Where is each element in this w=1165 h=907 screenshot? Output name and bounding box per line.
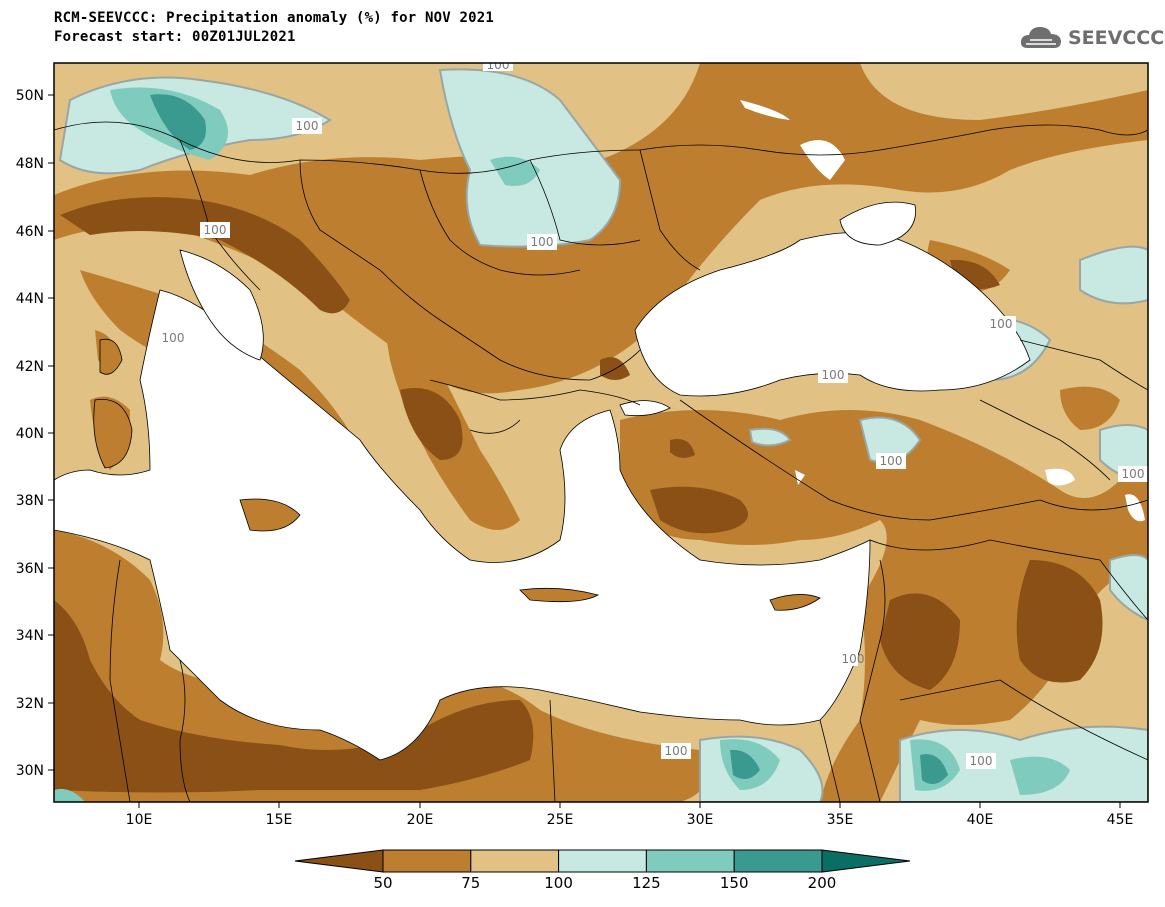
contour-label: 100: [970, 754, 993, 768]
lat-label: 48N: [16, 156, 44, 172]
contour-label: 100: [990, 317, 1013, 331]
contour-label: 100: [880, 454, 903, 468]
colorbar-segment: [645, 849, 735, 873]
latitude-axis: 50N 48N 46N 44N 42N 40N 38N 36N 34N 32N …: [16, 88, 54, 779]
lon-label: 25E: [547, 812, 574, 828]
colorbar-segment: [294, 849, 384, 873]
lon-label: 10E: [126, 812, 153, 828]
contour-label: 100: [162, 331, 185, 345]
lon-label: 30E: [687, 812, 714, 828]
lon-label: 20E: [407, 812, 434, 828]
contour-label: 100: [487, 58, 510, 72]
contour-label: 100: [204, 223, 227, 237]
colorbar-segment: [733, 849, 823, 873]
lat-label: 50N: [16, 88, 44, 104]
seevccc-logo: SEEVCCC: [1018, 22, 1164, 54]
colorbar-label: 100: [544, 874, 573, 892]
white-patches: [740, 100, 1145, 522]
band-100-125: [58, 68, 1148, 802]
colorbar-label: 50: [373, 874, 392, 892]
lat-label: 40N: [16, 426, 44, 442]
colorbar-segment: [382, 849, 472, 873]
sea-mask: [54, 201, 1031, 761]
islands: [93, 338, 821, 611]
contour-label: 100: [296, 119, 319, 133]
lat-label: 42N: [16, 359, 44, 375]
contour-label: 100: [665, 744, 688, 758]
band-150-200: [150, 94, 948, 784]
colorbar-label: 75: [461, 874, 480, 892]
colorbar-label: 150: [720, 874, 749, 892]
map-field: 100 100 100 100 100 100 100 100 100 100 …: [54, 58, 1148, 802]
lat-label: 38N: [16, 493, 44, 509]
lat-label: 32N: [16, 696, 44, 712]
colorbar-segment: [470, 849, 560, 873]
forecast-start-subtitle: Forecast start: 00Z01JUL2021: [54, 29, 296, 45]
lat-label: 46N: [16, 224, 44, 240]
lat-label: 30N: [16, 763, 44, 779]
longitude-axis: 10E 15E 20E 25E 30E 35E 40E 45E: [126, 802, 1134, 828]
lon-label: 40E: [967, 812, 994, 828]
logo-text: SEEVCCC: [1068, 27, 1165, 49]
colorbar: 50 75 100 125 150 200: [294, 849, 911, 892]
colorbar-label: 125: [632, 874, 661, 892]
contour-labels: 100 100 100 100 100 100 100 100 100 100 …: [158, 58, 1148, 769]
lon-label: 35E: [827, 812, 854, 828]
lat-label: 36N: [16, 561, 44, 577]
lon-label: 15E: [266, 812, 293, 828]
lat-label: 34N: [16, 628, 44, 644]
contour-label: 100: [531, 235, 554, 249]
lon-label: 45E: [1107, 812, 1134, 828]
band-below-50: [54, 197, 1103, 793]
map-title: RCM-SEEVCCC: Precipitation anomaly (%) f…: [54, 10, 495, 26]
lat-label: 44N: [16, 291, 44, 307]
contour-label: 100: [842, 652, 865, 666]
cloud-icon: [1020, 27, 1061, 48]
country-borders: [54, 121, 1148, 802]
colorbar-label: 200: [808, 874, 837, 892]
colorbar-segment: [821, 849, 911, 873]
colorbar-segment: [558, 849, 647, 873]
contour-label: 100: [822, 368, 845, 382]
contour-label: 100: [1122, 467, 1145, 481]
